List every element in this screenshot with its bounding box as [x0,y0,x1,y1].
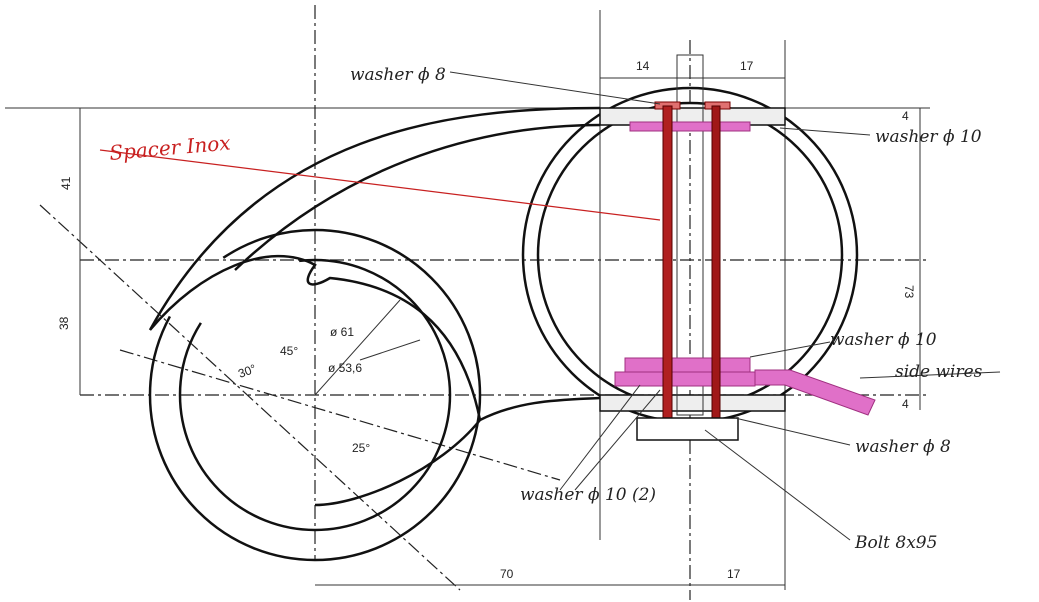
angle: 45° [280,344,298,358]
label: washer ϕ 10 (2) [520,485,656,505]
dimension: 41 [59,176,73,190]
angle: 30° [236,361,258,380]
dimension: 4 [902,397,909,411]
angle: 25° [352,441,370,455]
labels: washer ϕ 8 14 17 washer ϕ 10 Spacer Inox… [57,59,983,581]
label: washer ϕ 8 [855,437,951,457]
dimension: ø 53,6 [328,361,362,375]
dimension: 17 [740,59,754,73]
label: washer ϕ 8 [350,65,446,85]
label: Spacer Inox [108,130,231,164]
dimension: 14 [636,59,650,73]
dimension: 73 [902,285,916,299]
label: washer ϕ 10 [830,330,937,350]
geometry [5,5,1001,600]
dimension: 4 [902,109,909,123]
dimension: 38 [57,316,71,330]
label: Bolt 8x95 [854,533,937,553]
label: side wires [895,362,983,382]
label: washer ϕ 10 [875,127,982,147]
dimension: 70 [500,567,514,581]
dimension: 17 [727,567,741,581]
dimension: ø 61 [330,325,354,339]
